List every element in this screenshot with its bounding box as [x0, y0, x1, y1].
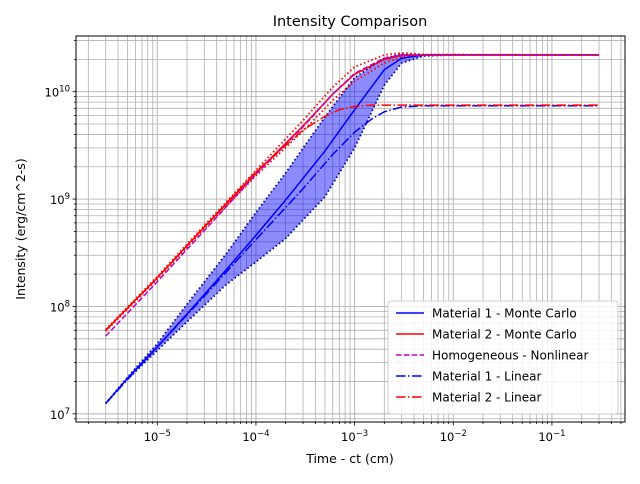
x-tick-label: 10−5 — [144, 429, 171, 444]
legend: Material 1 - Monte Carlo Material 2 - Mon… — [387, 300, 619, 415]
y-tick-label: 1010 — [45, 85, 70, 100]
x-axis-label: Time - ct (cm) — [305, 451, 394, 466]
series-line-3 — [105, 104, 600, 404]
legend-box — [387, 300, 619, 415]
legend-label-0: Material 1 - Monte Carlo — [432, 307, 577, 321]
y-tick-label: 107 — [50, 407, 70, 422]
x-tick-label: 10−2 — [440, 429, 467, 444]
y-tick-label: 109 — [50, 192, 70, 207]
x-tick-label: 10−4 — [242, 429, 269, 444]
legend-label-2: Homogeneous - Nonlinear — [432, 349, 588, 363]
x-tick-label: 10−3 — [341, 429, 368, 444]
x-tick-label: 10−1 — [538, 429, 565, 444]
legend-label-3: Material 1 - Linear — [432, 370, 542, 384]
material-1-band — [105, 53, 600, 404]
data-layer — [105, 51, 600, 405]
material-2-bound-0 — [105, 51, 600, 331]
chart-title: Intensity Comparison — [273, 14, 428, 30]
legend-label-1: Material 2 - Monte Carlo — [432, 328, 577, 342]
y-tick-label: 108 — [50, 299, 70, 314]
series-line-2 — [105, 54, 600, 337]
material-1-band-lower — [105, 54, 600, 405]
series-line-4 — [105, 104, 600, 331]
legend-label-4: Material 2 - Linear — [432, 391, 542, 405]
ticks: 10−5 10−4 10−3 10−2 10−1 107 108 109 1010 — [45, 40, 622, 444]
y-axis-label: Intensity (erg/cm^2-s) — [13, 158, 28, 299]
